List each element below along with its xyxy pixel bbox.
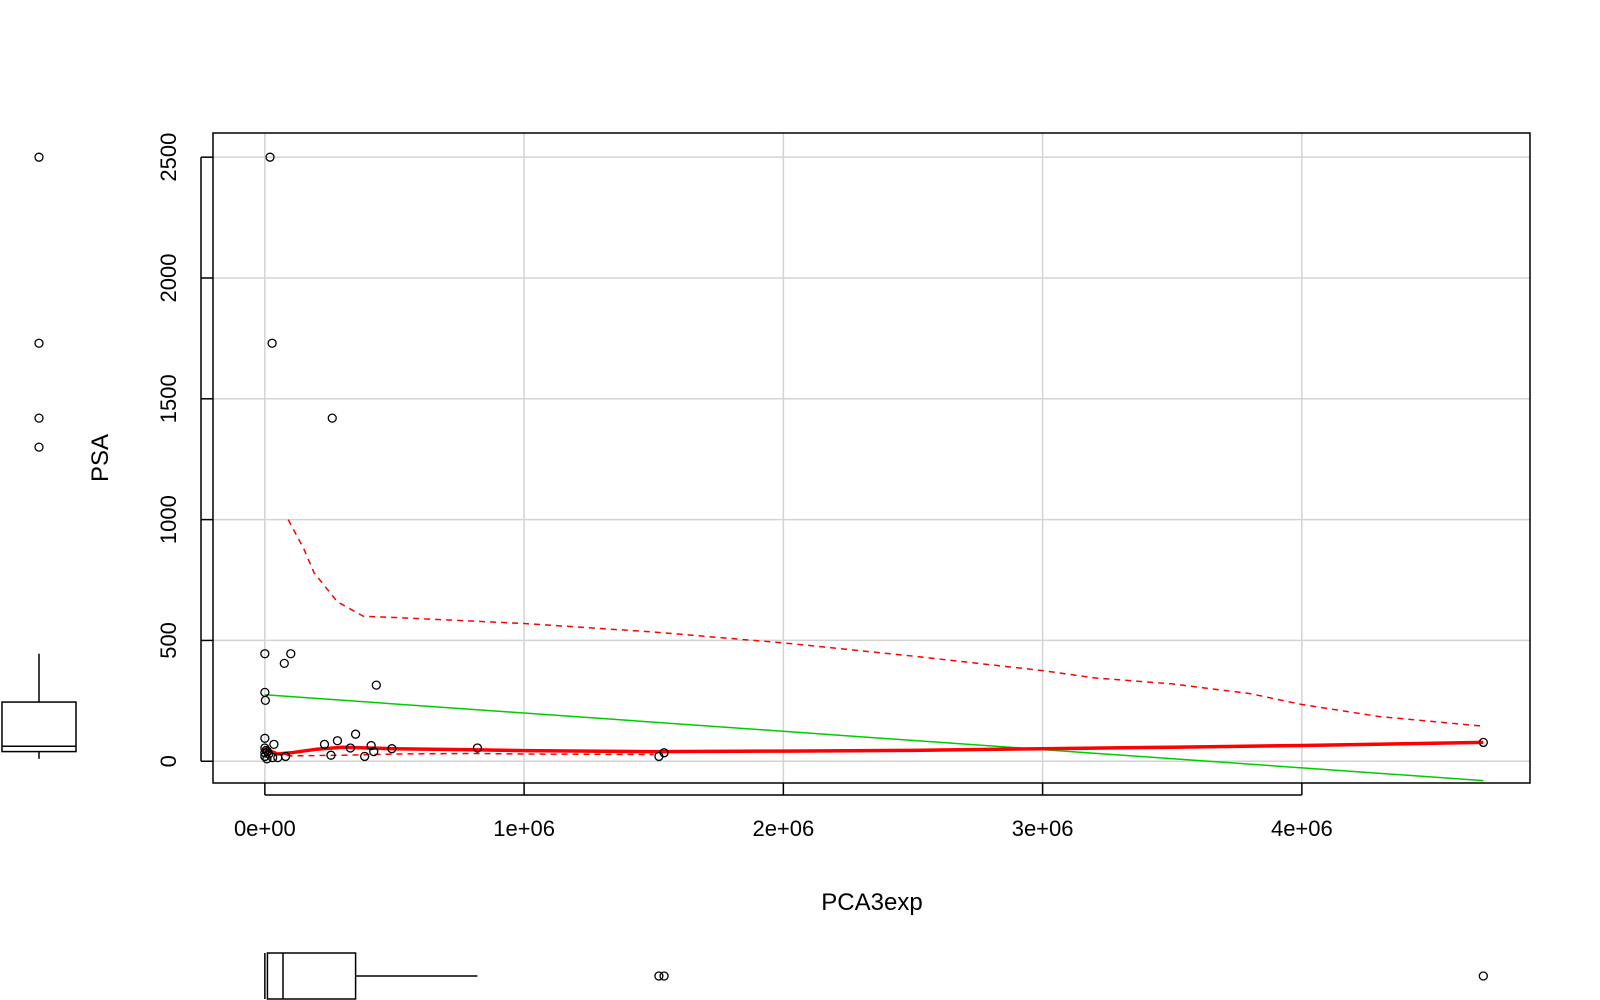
data-point [345,743,356,753]
x-tick-label: 4e+06 [1271,816,1333,841]
data-point [350,729,361,739]
data-point [319,739,330,749]
x-tick-label: 2e+06 [752,816,814,841]
data-point [260,733,270,743]
grid-lines [213,133,1530,783]
y-boxplot-outlier [34,338,44,348]
x-boxplot-outlier [659,971,669,981]
y-tick-label: 2500 [156,133,181,182]
data-point [332,736,343,746]
plot-frame [212,132,1531,784]
x-tick-label: 3e+06 [1012,816,1074,841]
data-point [273,752,283,763]
data-point [371,680,381,690]
data-point [267,752,278,763]
data-point [260,748,270,758]
regression-line [264,694,1484,782]
data-point [369,746,379,757]
x-tick-label: 1e+06 [493,816,555,841]
y-boxplot [1,152,77,759]
fit-lines [264,519,1484,782]
x-boxplot-box [266,952,357,1000]
x-tick-label: 0e+00 [234,816,296,841]
y-boxplot-outlier [34,413,44,423]
y-axis: 0 500 1000 1500 2000 2500 [156,133,213,767]
x-boxplot [264,952,1488,1000]
data-point [326,750,336,760]
x-axis: 0e+00 1e+06 2e+06 3e+06 4e+06 [234,783,1333,841]
y-tick-label: 500 [156,622,181,659]
data-point [260,649,270,659]
x-boxplot-outlier [1478,971,1488,981]
data-point [366,740,376,751]
y-axis-title: PSA [87,434,114,482]
data-point [269,739,279,749]
smoother-spread-line [264,750,654,757]
data-point [260,695,271,706]
x-boxplot-outlier [654,971,664,981]
data-point [262,754,272,764]
data-point [279,658,289,669]
data-point [267,338,277,348]
y-tick-label: 0 [156,755,181,767]
data-point [472,743,483,753]
y-tick-label: 1500 [156,374,181,423]
data-point [654,751,664,762]
y-boxplot-outlier [34,442,44,452]
smoother-line [264,740,1484,756]
data-point [265,152,275,162]
data-point [387,744,397,754]
data-point [286,649,296,659]
data-point [1478,737,1488,748]
y-boxplot-outlier [34,152,44,162]
x-axis-title: PCA3exp [821,889,922,916]
smoother-spread-line [287,519,1484,727]
data-point [360,751,370,762]
y-tick-label: 2000 [156,254,181,303]
data-points [260,152,1488,764]
y-tick-label: 1000 [156,495,181,544]
y-boxplot-box [1,701,77,753]
data-point [327,413,337,423]
